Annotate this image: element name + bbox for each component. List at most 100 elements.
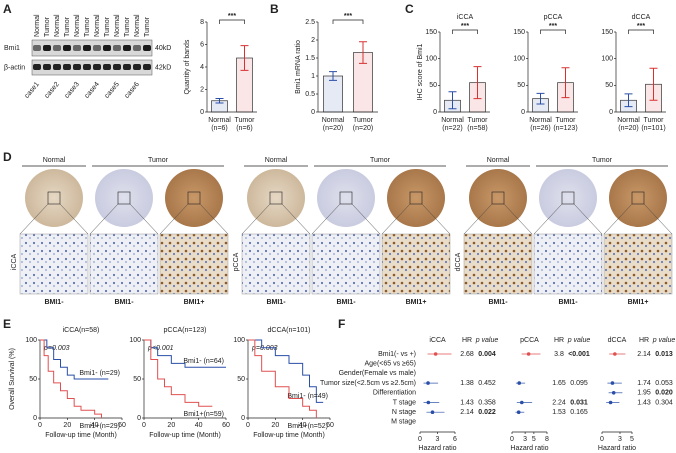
error-bar — [473, 66, 482, 100]
x-axis-label: Hazard ratio — [418, 445, 456, 452]
row-label: Tumor size(<2.5cm vs ≥2.5cm) — [320, 380, 416, 387]
significance-bracket — [332, 19, 364, 24]
y-tick-label: 0 — [311, 109, 315, 116]
blot — [31, 39, 153, 57]
tissue-core — [317, 169, 375, 227]
y-tick-label: 2 — [200, 86, 204, 93]
y-tick-label: 50 — [237, 376, 245, 383]
y-axis-label: IHC score of Bmi1 — [417, 43, 424, 100]
zoom-box — [187, 191, 201, 205]
p-value: 0.031 — [570, 399, 588, 406]
image-caption: BMI1- — [44, 299, 64, 306]
band — [33, 64, 41, 70]
error-bar — [448, 91, 457, 110]
chart-title: iCCA(n=58) — [63, 327, 100, 334]
image-caption: BMI1- — [114, 299, 134, 306]
band — [33, 45, 41, 51]
group-label: iCCA — [11, 254, 18, 271]
blot — [31, 59, 153, 76]
band — [43, 45, 51, 51]
p-header: p value — [567, 337, 591, 344]
plot-title: pCCA — [520, 337, 539, 344]
tissue-core — [387, 169, 445, 227]
column-header: Normal — [43, 157, 66, 164]
x-tick-label: 0 — [418, 436, 422, 443]
lane-label: Tumor — [84, 16, 91, 37]
legend-label: Bmi1- (n=64) — [183, 358, 224, 365]
lane-label: Tumor — [104, 16, 111, 37]
zoom-lines — [463, 203, 533, 235]
band — [143, 45, 151, 51]
x-tick-label: Tumor — [644, 117, 665, 124]
size-label: 42kD — [155, 64, 171, 71]
error-bar — [240, 45, 249, 71]
survival-curve — [40, 339, 109, 380]
zoom-box — [47, 191, 61, 205]
group-label: dCCA — [455, 252, 462, 271]
y-tick-label: 100 — [25, 337, 37, 344]
zoom-image — [381, 233, 451, 295]
hazard-ratio — [516, 410, 521, 415]
x-tick-label: Normal — [617, 117, 640, 124]
x-tick-label: 6 — [453, 436, 457, 443]
legend-label: Bmi1+(n=59) — [184, 411, 224, 418]
y-tick-label: 4 — [200, 64, 204, 71]
significance: *** — [461, 23, 469, 30]
band — [53, 45, 61, 51]
chart-title: dCCA(n=101) — [268, 327, 311, 334]
error-bar — [561, 67, 570, 99]
x-tick-label: 0 — [510, 436, 514, 443]
zoom-box — [491, 191, 505, 205]
hazard-ratio — [430, 410, 435, 415]
zoom-box — [409, 191, 423, 205]
hr-header: HR — [554, 337, 564, 344]
y-tick-label: 150 — [513, 29, 525, 36]
significance-bracket — [628, 29, 654, 34]
bar — [323, 75, 343, 113]
x-axis-label: Follow-up time (Month) — [253, 432, 325, 439]
band — [73, 45, 81, 51]
y-axis-label: Bmi1 mRNA ratio — [295, 40, 302, 94]
p-value: <0.001 — [568, 351, 590, 358]
chart-title: pCCA(n=123) — [164, 327, 207, 334]
x-tick-label: 0 — [600, 436, 604, 443]
zoom-image — [19, 233, 89, 295]
y-tick-label: 2.5 — [305, 19, 315, 26]
lane-label: Normal — [34, 14, 41, 37]
tissue-core — [25, 169, 83, 227]
x-tick-label: 0 — [142, 422, 146, 429]
zoom-image — [159, 233, 229, 295]
case-label: case2 — [44, 81, 61, 100]
hazard-ratio — [426, 400, 431, 405]
case-label: case4 — [84, 81, 101, 100]
x-tick-label: 3 — [436, 436, 440, 443]
hazard-ratio — [520, 400, 524, 405]
band — [63, 45, 71, 51]
count-label: (n=6) — [211, 125, 228, 132]
image-caption: BMI1+ — [406, 299, 427, 306]
error-bar — [215, 98, 224, 104]
hr-value: 1.65 — [552, 380, 566, 387]
case-label: case1 — [24, 81, 41, 100]
x-axis-label: Follow-up time (Month) — [149, 432, 221, 439]
y-tick-label: 0 — [609, 109, 613, 116]
x-tick-label: Tumor — [235, 117, 256, 124]
hazard-ratio — [426, 381, 430, 385]
hr-value: 3.8 — [554, 351, 564, 358]
p-value: p=0.003 — [251, 345, 278, 352]
image-caption: BMI1- — [488, 299, 508, 306]
x-tick-label: Normal — [529, 117, 552, 124]
y-tick-label: 100 — [601, 56, 613, 63]
y-tick-label: 1 — [311, 73, 315, 80]
p-value: p=0.003 — [43, 345, 70, 352]
tissue-core — [539, 169, 597, 227]
x-tick-label: 40 — [91, 422, 99, 429]
hr-value: 2.14 — [637, 351, 651, 358]
band — [53, 64, 61, 70]
x-axis-label: Hazard ratio — [598, 445, 636, 452]
significance: *** — [228, 13, 236, 20]
zoom-lines — [89, 203, 159, 235]
y-tick-label: 1.5 — [305, 55, 315, 62]
x-tick-label: 5 — [630, 436, 634, 443]
zoom-lines — [311, 203, 381, 235]
